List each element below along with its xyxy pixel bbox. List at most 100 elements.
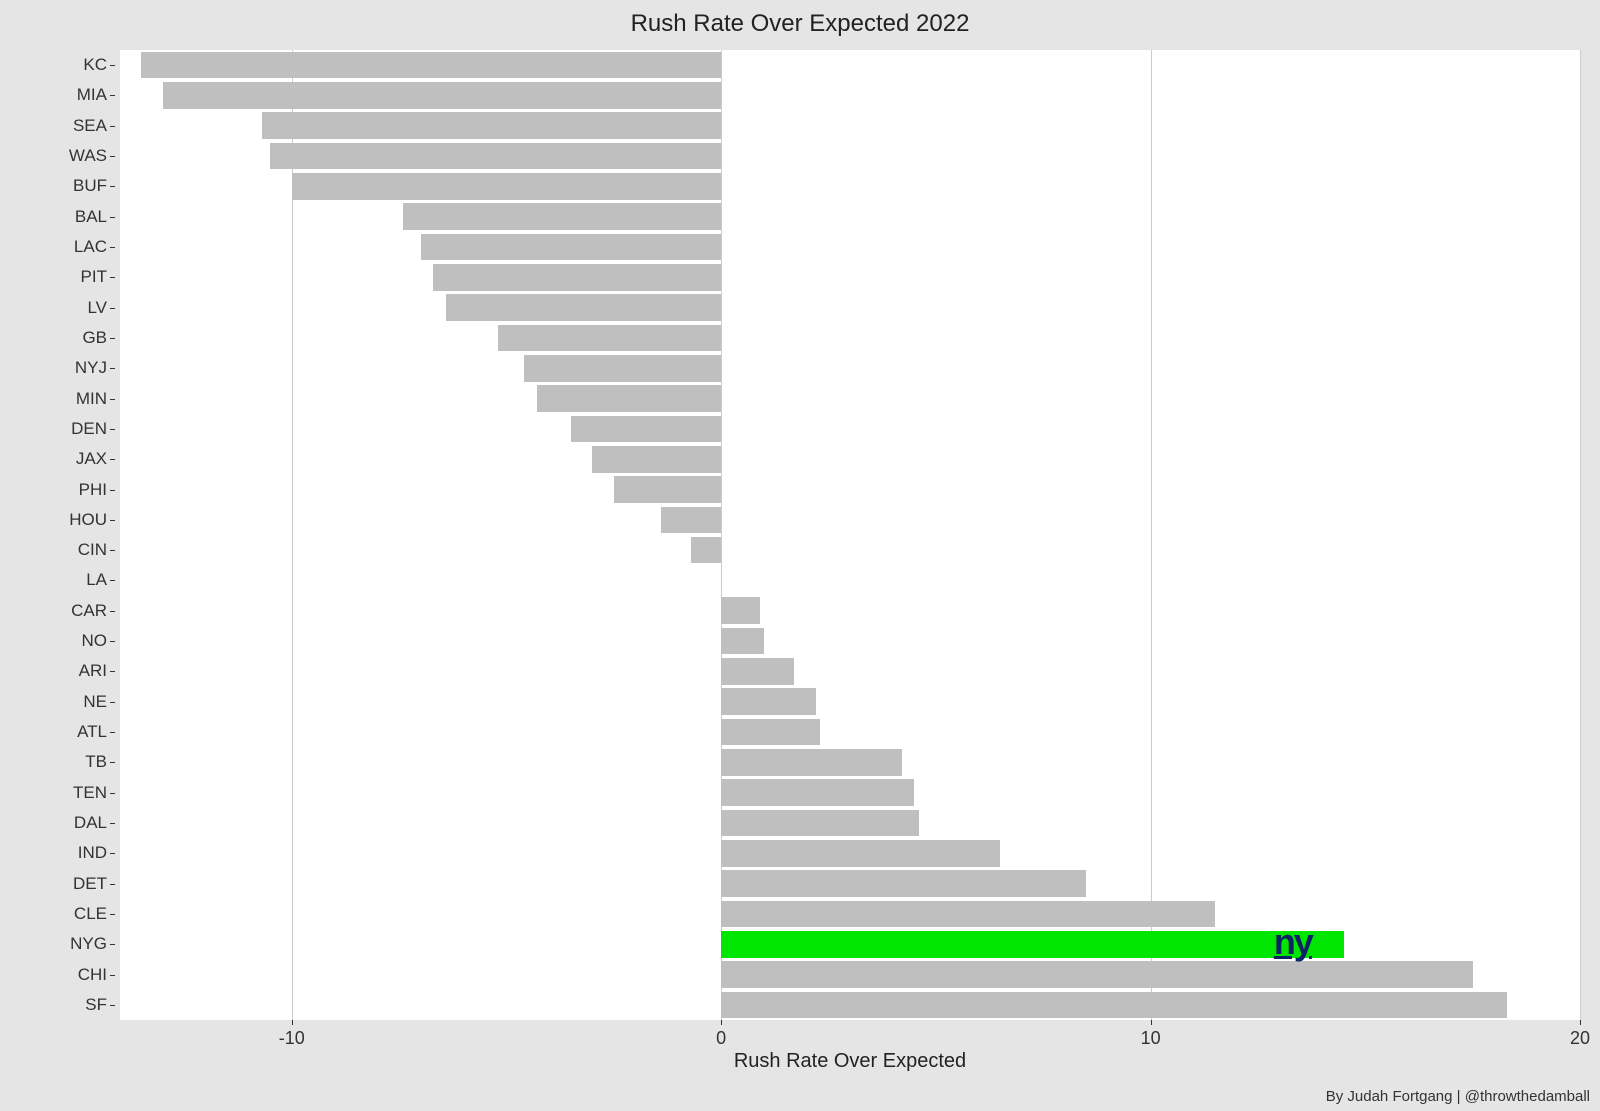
x-tick-label: 20 bbox=[1570, 1028, 1590, 1049]
y-tick bbox=[110, 95, 115, 96]
x-tick bbox=[721, 1020, 722, 1025]
bar bbox=[433, 264, 721, 291]
y-tick bbox=[110, 580, 115, 581]
bar bbox=[721, 628, 764, 655]
bar bbox=[270, 143, 721, 170]
y-tick-label: PHI bbox=[79, 480, 107, 500]
bar-row bbox=[120, 203, 1580, 230]
y-tick bbox=[110, 520, 115, 521]
bar bbox=[721, 840, 1000, 867]
bar-row bbox=[120, 264, 1580, 291]
y-tick bbox=[110, 641, 115, 642]
bar bbox=[661, 507, 721, 534]
bar bbox=[421, 234, 722, 261]
y-tick bbox=[110, 823, 115, 824]
y-tick bbox=[110, 277, 115, 278]
y-tick-label: LAC bbox=[74, 237, 107, 257]
bar bbox=[498, 325, 721, 352]
bar bbox=[163, 82, 721, 109]
y-tick bbox=[110, 399, 115, 400]
y-tick bbox=[110, 944, 115, 945]
x-tick-label: -10 bbox=[279, 1028, 305, 1049]
y-tick-label: JAX bbox=[76, 449, 107, 469]
bar-row bbox=[120, 658, 1580, 685]
bar-row bbox=[120, 52, 1580, 79]
bar bbox=[721, 597, 760, 624]
bar bbox=[721, 719, 820, 746]
plot-panel: ny bbox=[120, 50, 1580, 1020]
y-tick-label: PIT bbox=[81, 267, 107, 287]
bar bbox=[721, 779, 914, 806]
y-tick bbox=[110, 247, 115, 248]
bar bbox=[614, 476, 721, 503]
y-tick bbox=[110, 429, 115, 430]
bar-row bbox=[120, 779, 1580, 806]
bar bbox=[571, 416, 721, 443]
y-tick bbox=[110, 884, 115, 885]
bar bbox=[721, 688, 815, 715]
y-tick bbox=[110, 975, 115, 976]
y-tick-label: TB bbox=[85, 752, 107, 772]
y-tick-label: SEA bbox=[73, 116, 107, 136]
y-tick-label: NE bbox=[83, 692, 107, 712]
bar-row bbox=[120, 446, 1580, 473]
bar bbox=[262, 112, 721, 139]
y-tick-label: TEN bbox=[73, 783, 107, 803]
bar-row bbox=[120, 325, 1580, 352]
y-tick-label: BAL bbox=[75, 207, 107, 227]
y-tick bbox=[110, 126, 115, 127]
bar bbox=[446, 294, 721, 321]
y-tick-label: NYJ bbox=[75, 358, 107, 378]
y-tick bbox=[110, 65, 115, 66]
y-tick-label: LA bbox=[86, 570, 107, 590]
bar-row bbox=[120, 810, 1580, 837]
y-tick bbox=[110, 217, 115, 218]
y-tick-label: KC bbox=[83, 55, 107, 75]
y-tick bbox=[110, 702, 115, 703]
y-tick bbox=[110, 308, 115, 309]
y-tick-label: IND bbox=[78, 843, 107, 863]
y-tick-label: LV bbox=[87, 298, 107, 318]
bar-row bbox=[120, 749, 1580, 776]
y-tick-label: HOU bbox=[69, 510, 107, 530]
x-tick bbox=[1580, 1020, 1581, 1025]
bar-row bbox=[120, 567, 1580, 594]
y-tick-label: CIN bbox=[78, 540, 107, 560]
bars-layer bbox=[120, 50, 1580, 1020]
bar-row bbox=[120, 537, 1580, 564]
y-tick bbox=[110, 853, 115, 854]
bar-row bbox=[120, 992, 1580, 1019]
bar-row bbox=[120, 901, 1580, 928]
y-tick-label: ARI bbox=[79, 661, 107, 681]
bar-row bbox=[120, 82, 1580, 109]
x-tick bbox=[292, 1020, 293, 1025]
bar bbox=[592, 446, 721, 473]
y-tick-label: WAS bbox=[69, 146, 107, 166]
bar-row bbox=[120, 385, 1580, 412]
bar-row bbox=[120, 234, 1580, 261]
y-tick-label: CLE bbox=[74, 904, 107, 924]
y-tick-label: CAR bbox=[71, 601, 107, 621]
x-tick-label: 10 bbox=[1141, 1028, 1161, 1049]
y-tick bbox=[110, 368, 115, 369]
bar bbox=[141, 52, 721, 79]
bar-row bbox=[120, 628, 1580, 655]
bar bbox=[403, 203, 721, 230]
bar-row bbox=[120, 294, 1580, 321]
bar bbox=[721, 961, 1472, 988]
bar-row bbox=[120, 931, 1580, 958]
gridline bbox=[1580, 50, 1581, 1020]
y-tick bbox=[110, 914, 115, 915]
y-tick bbox=[110, 490, 115, 491]
bar-row bbox=[120, 870, 1580, 897]
bar bbox=[721, 749, 901, 776]
x-axis-title: Rush Rate Over Expected bbox=[120, 1050, 1580, 1073]
bar bbox=[524, 355, 722, 382]
bar bbox=[292, 173, 721, 200]
bar-row bbox=[120, 961, 1580, 988]
y-tick bbox=[110, 186, 115, 187]
bar-row bbox=[120, 112, 1580, 139]
bar bbox=[721, 901, 1215, 928]
bar-row bbox=[120, 416, 1580, 443]
y-tick bbox=[110, 611, 115, 612]
